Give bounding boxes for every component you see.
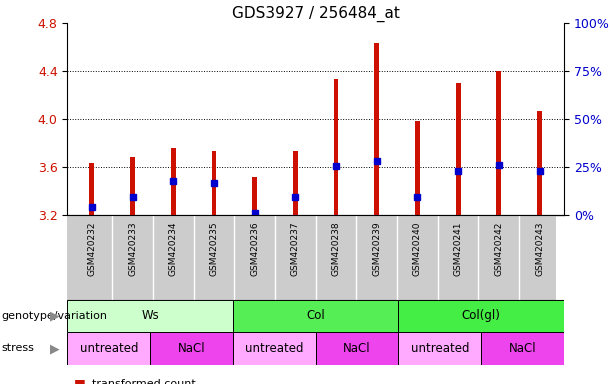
Text: NaCl: NaCl <box>343 342 371 355</box>
Text: untreated: untreated <box>245 342 303 355</box>
Text: GSM420235: GSM420235 <box>210 222 218 276</box>
Bar <box>415 121 420 215</box>
Bar <box>233 332 316 365</box>
Bar <box>398 332 481 365</box>
Bar <box>333 79 338 215</box>
Bar <box>481 332 564 365</box>
Text: ■: ■ <box>74 377 85 384</box>
Bar <box>537 111 542 215</box>
Text: GSM420239: GSM420239 <box>372 222 381 276</box>
Text: GSM420234: GSM420234 <box>169 222 178 276</box>
Bar <box>171 148 176 215</box>
Bar <box>252 177 257 215</box>
Text: GSM420233: GSM420233 <box>128 222 137 276</box>
Text: Col(gl): Col(gl) <box>462 310 501 322</box>
Title: GDS3927 / 256484_at: GDS3927 / 256484_at <box>232 5 400 22</box>
Text: NaCl: NaCl <box>178 342 205 355</box>
Bar <box>130 157 135 215</box>
Bar <box>398 300 564 332</box>
Text: untreated: untreated <box>411 342 469 355</box>
Bar <box>67 332 150 365</box>
Text: transformed count: transformed count <box>92 379 196 384</box>
Text: GSM420238: GSM420238 <box>332 222 341 276</box>
Text: GSM420241: GSM420241 <box>454 222 463 276</box>
Bar <box>497 71 501 215</box>
Text: GSM420243: GSM420243 <box>535 222 544 276</box>
Text: GSM420242: GSM420242 <box>494 222 503 276</box>
Bar <box>150 332 233 365</box>
Text: GSM420237: GSM420237 <box>291 222 300 276</box>
Text: untreated: untreated <box>80 342 138 355</box>
Text: stress: stress <box>1 343 34 354</box>
Text: GSM420232: GSM420232 <box>87 222 96 276</box>
Text: Col: Col <box>306 310 325 322</box>
Text: NaCl: NaCl <box>509 342 536 355</box>
Bar <box>67 300 233 332</box>
Bar <box>233 300 398 332</box>
Bar <box>455 83 460 215</box>
Bar <box>211 151 216 215</box>
Text: genotype/variation: genotype/variation <box>1 311 107 321</box>
Text: ▶: ▶ <box>50 342 60 355</box>
Text: ▶: ▶ <box>50 310 60 322</box>
Bar <box>293 151 298 215</box>
Bar <box>375 43 379 215</box>
Text: GSM420240: GSM420240 <box>413 222 422 276</box>
Text: Ws: Ws <box>142 310 159 322</box>
Text: GSM420236: GSM420236 <box>250 222 259 276</box>
Bar <box>316 332 398 365</box>
Bar <box>89 164 94 215</box>
